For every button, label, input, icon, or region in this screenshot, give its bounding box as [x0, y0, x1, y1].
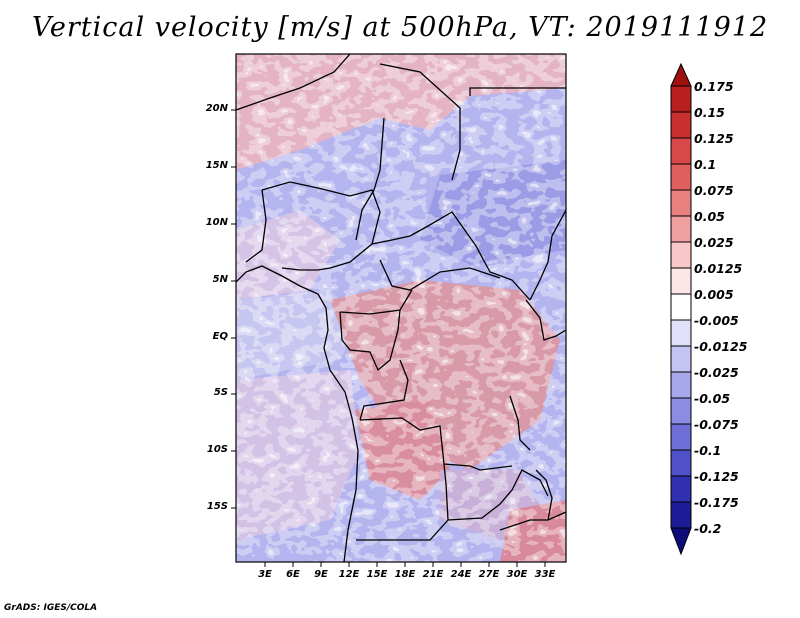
border-lake-tanganyika [509, 395, 531, 451]
lon-label-21e: 21E [422, 569, 444, 580]
lon-label-12e: 12E [338, 569, 360, 580]
colorbar [670, 62, 692, 556]
border-niger-chad [355, 117, 385, 241]
lon-label-24e: 24E [450, 569, 472, 580]
lon-label-9e: 9E [314, 569, 328, 580]
lat-label-15s: 15S [206, 501, 228, 512]
lon-label-33e: 33E [534, 569, 556, 580]
lon-label-15e: 15E [366, 569, 388, 580]
colorbar-label-0-15: 0.15 [694, 105, 725, 120]
lat-label-20n: 20N [205, 103, 228, 114]
colorbar-label-0-175: 0.175 [694, 79, 734, 94]
colorbar-label-neg-0-025: -0.025 [694, 365, 739, 380]
lat-label-5n: 5N [212, 274, 228, 285]
border-cameroon-congo [339, 289, 413, 315]
lat-label-eq: EQ [212, 331, 228, 342]
colorbar-label-neg-0-2: -0.2 [694, 521, 722, 536]
border-angola-drc [359, 417, 513, 471]
map-title: Vertical velocity [m/s] at 500hPa, VT: 2… [31, 12, 769, 43]
map-frame [235, 53, 567, 563]
colorbar-label-0-0125: 0.0125 [694, 261, 743, 276]
colorbar-label-0-025: 0.025 [694, 235, 734, 250]
colorbar-label-neg-0-175: -0.175 [694, 495, 739, 510]
colorbar-label-0-075: 0.075 [694, 183, 734, 198]
lon-label-30e: 30E [506, 569, 528, 580]
border-gabon [339, 309, 401, 372]
colorbar-label-0-05: 0.05 [694, 209, 725, 224]
lat-label-10n: 10N [205, 217, 228, 228]
colorbar-top-arrow [670, 62, 692, 87]
colorbar-label-neg-0-005: -0.005 [694, 313, 739, 328]
border-car-south [379, 259, 501, 291]
colorbar-label-0-005: 0.005 [694, 287, 734, 302]
border-lake-malawi [535, 469, 553, 521]
map-borders [236, 54, 566, 562]
lon-label-27e: 27E [478, 569, 500, 580]
lon-label-6e: 6E [286, 569, 300, 580]
border-uganda-kenya [525, 299, 566, 341]
lon-label-18e: 18E [394, 569, 416, 580]
border-nigeria [261, 181, 381, 271]
border-mali-niger [245, 189, 267, 263]
colorbar-label-0-125: 0.125 [694, 131, 734, 146]
border-sudan-ethiopia [529, 209, 566, 301]
border-west-africa-coast [236, 265, 359, 562]
border-zambia [447, 469, 549, 521]
lon-ticks [264, 562, 546, 567]
lat-label-5s: 5S [213, 387, 228, 398]
colorbar-label-neg-0-075: -0.075 [694, 417, 739, 432]
colorbar-label-0-1: 0.1 [694, 157, 717, 172]
lat-label-15n: 15N [205, 160, 228, 171]
border-sahara-north [236, 54, 351, 111]
colorbar-label-neg-0-0125: -0.0125 [694, 339, 748, 354]
lat-ticks [231, 109, 236, 509]
border-sudan-east [469, 87, 566, 96]
border-chad-car [371, 211, 531, 301]
grads-credit: GrADS: IGES/COLA [4, 603, 98, 613]
border-drc-west [359, 359, 409, 421]
colorbar-label-neg-0-125: -0.125 [694, 469, 739, 484]
border-mozambique [499, 511, 566, 531]
colorbar-bottom-arrow [670, 527, 692, 556]
lat-label-10s: 10S [206, 444, 228, 455]
colorbar-label-neg-0-05: -0.05 [694, 391, 731, 406]
border-libya-chad [379, 63, 461, 181]
colorbar-label-neg-0-1: -0.1 [694, 443, 722, 458]
lon-label-3e: 3E [258, 569, 272, 580]
